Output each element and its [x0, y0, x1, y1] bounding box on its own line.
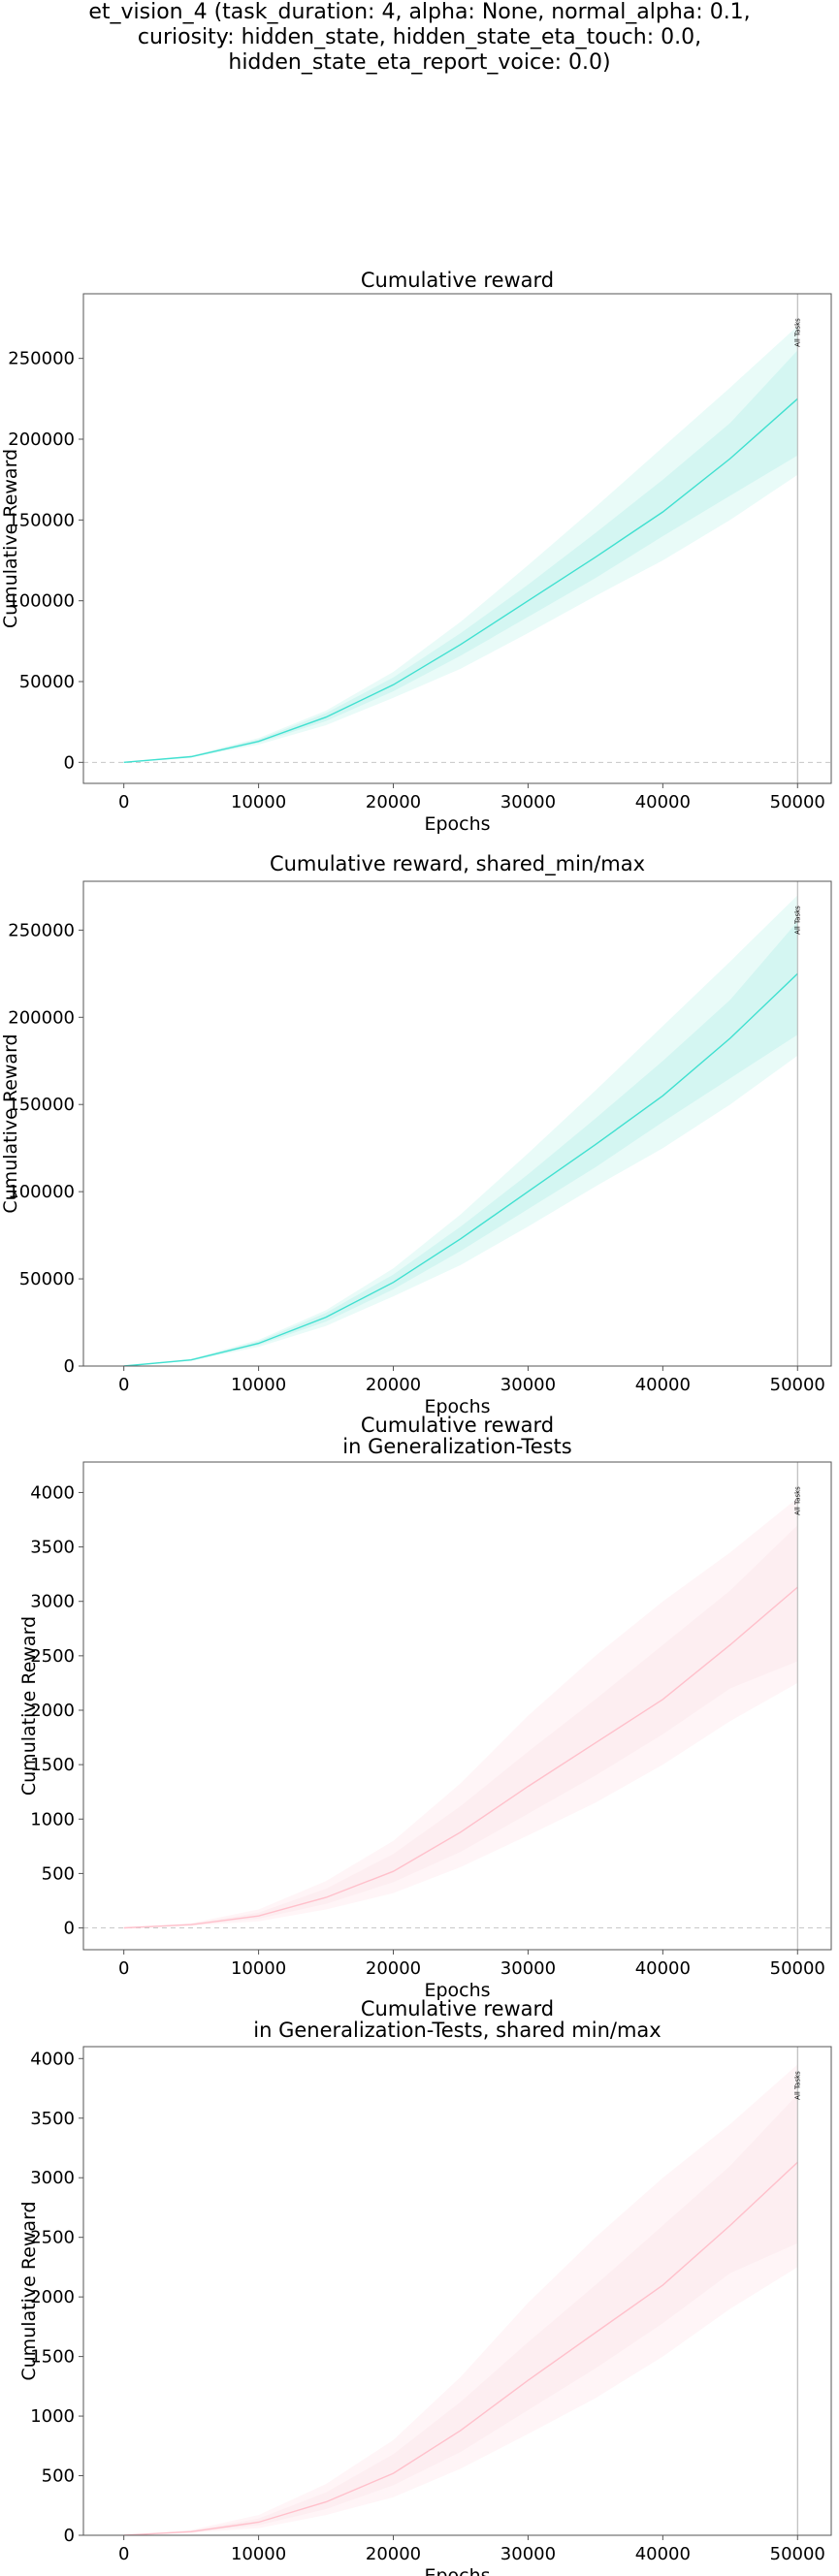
- y-tick-label: 50000: [19, 1269, 75, 1289]
- suptitle-line: et_vision_4 (task_duration: 4, alpha: No…: [88, 0, 751, 24]
- mean-series-line: [123, 398, 798, 763]
- y-tick-label: 0: [64, 1356, 75, 1377]
- y-tick-label: 200000: [8, 429, 75, 450]
- y-tick-label: 0: [64, 1919, 75, 1939]
- task-marker-label: All Tasks: [793, 906, 801, 935]
- chart-title: Cumulative reward: [361, 1414, 554, 1437]
- range-band-inner: [123, 921, 798, 1366]
- task-marker-label: All Tasks: [793, 1486, 801, 1515]
- y-tick-label: 150000: [8, 1095, 75, 1115]
- x-tick-label: 50000: [770, 792, 825, 812]
- x-tick-label: 20000: [366, 792, 421, 812]
- y-tick-label: 1000: [30, 2406, 75, 2427]
- x-tick-label: 40000: [635, 1375, 691, 1395]
- y-axis-label: Cumulative Reward: [0, 449, 21, 628]
- y-tick-label: 100000: [8, 1182, 75, 1202]
- y-axis-label: Cumulative Reward: [18, 1616, 40, 1796]
- suptitle-line: curiosity: hidden_state, hidden_state_et…: [137, 25, 702, 49]
- y-tick-label: 2500: [30, 2228, 75, 2248]
- range-band-outer: [123, 1498, 798, 1928]
- x-axis-label: Epochs: [424, 1980, 490, 2001]
- y-tick-label: 2000: [30, 1701, 75, 1721]
- range-band-outer: [123, 326, 798, 763]
- x-tick-label: 10000: [231, 1958, 286, 1979]
- axes-frame: [82, 2046, 832, 2536]
- chart-title: Cumulative reward, shared_min/max: [270, 852, 645, 876]
- mean-series-line: [123, 2161, 798, 2535]
- x-axis-label: Epochs: [424, 813, 490, 835]
- task-marker-label: All Tasks: [793, 318, 801, 347]
- y-tick-label: 3500: [30, 2109, 75, 2129]
- x-tick-label: 0: [118, 792, 129, 812]
- y-tick-label: 4000: [30, 2049, 75, 2069]
- x-tick-label: 50000: [770, 1375, 825, 1395]
- y-tick-label: 500: [42, 2466, 75, 2487]
- x-tick-label: 30000: [500, 1375, 556, 1395]
- y-tick-label: 200000: [8, 1007, 75, 1028]
- y-tick-label: 100000: [8, 591, 75, 612]
- range-band-inner: [123, 1525, 798, 1928]
- range-band-inner: [123, 350, 798, 763]
- y-tick-label: 1000: [30, 1809, 75, 1829]
- y-tick-label: 2500: [30, 1646, 75, 1667]
- axes-frame: [82, 293, 832, 784]
- axes-frame: [82, 880, 832, 1367]
- mean-series-line: [123, 1586, 798, 1929]
- task-marker-label: All Tasks: [793, 2071, 801, 2100]
- x-tick-label: 0: [118, 1375, 129, 1395]
- y-tick-label: 250000: [8, 349, 75, 369]
- y-tick-label: 50000: [19, 672, 75, 692]
- axes-frame: [82, 1461, 832, 1951]
- x-tick-label: 20000: [366, 1375, 421, 1395]
- chart-title: in Generalization-Tests, shared min/max: [253, 2019, 661, 2042]
- chart-title: Cumulative reward: [361, 1997, 554, 2020]
- x-tick-label: 10000: [231, 792, 286, 812]
- y-axis-label: Cumulative Reward: [18, 2201, 40, 2380]
- y-tick-label: 1500: [30, 2347, 75, 2368]
- range-band-inner: [123, 2094, 798, 2535]
- x-axis-label: Epochs: [424, 1396, 490, 1417]
- x-tick-label: 40000: [635, 792, 691, 812]
- y-tick-label: 3500: [30, 1538, 75, 1558]
- chart-title: in Generalization-Tests: [342, 1435, 571, 1458]
- y-tick-label: 500: [42, 1863, 75, 1884]
- x-tick-label: 10000: [231, 2544, 286, 2564]
- x-axis-label: Epochs: [424, 2565, 490, 2576]
- x-tick-label: 40000: [635, 1958, 691, 1979]
- suptitle-line: hidden_state_eta_report_voice: 0.0): [228, 50, 611, 75]
- y-tick-label: 2000: [30, 2287, 75, 2307]
- y-tick-label: 4000: [30, 1482, 75, 1503]
- mean-series-line: [123, 972, 798, 1366]
- y-tick-label: 3000: [30, 1592, 75, 1612]
- x-tick-label: 40000: [635, 2544, 691, 2564]
- x-tick-label: 30000: [500, 792, 556, 812]
- x-tick-label: 20000: [366, 1958, 421, 1979]
- x-tick-label: 10000: [231, 1375, 286, 1395]
- y-tick-label: 1500: [30, 1755, 75, 1775]
- x-tick-label: 0: [118, 1958, 129, 1979]
- chart-title: Cumulative reward: [361, 269, 554, 292]
- x-tick-label: 30000: [500, 2544, 556, 2564]
- y-tick-label: 250000: [8, 920, 75, 940]
- y-tick-label: 150000: [8, 510, 75, 530]
- y-tick-label: 3000: [30, 2168, 75, 2188]
- x-tick-label: 50000: [770, 2544, 825, 2564]
- x-tick-label: 20000: [366, 2544, 421, 2564]
- x-tick-label: 0: [118, 2544, 129, 2564]
- y-tick-label: 0: [64, 752, 75, 773]
- y-axis-label: Cumulative Reward: [0, 1034, 21, 1213]
- y-tick-label: 0: [64, 2526, 75, 2546]
- x-tick-label: 30000: [500, 1958, 556, 1979]
- range-band-outer: [123, 2064, 798, 2535]
- range-band-outer: [123, 895, 798, 1366]
- x-tick-label: 50000: [770, 1958, 825, 1979]
- figure-suptitle: et_vision_4 (task_duration: 4, alpha: No…: [0, 0, 839, 76]
